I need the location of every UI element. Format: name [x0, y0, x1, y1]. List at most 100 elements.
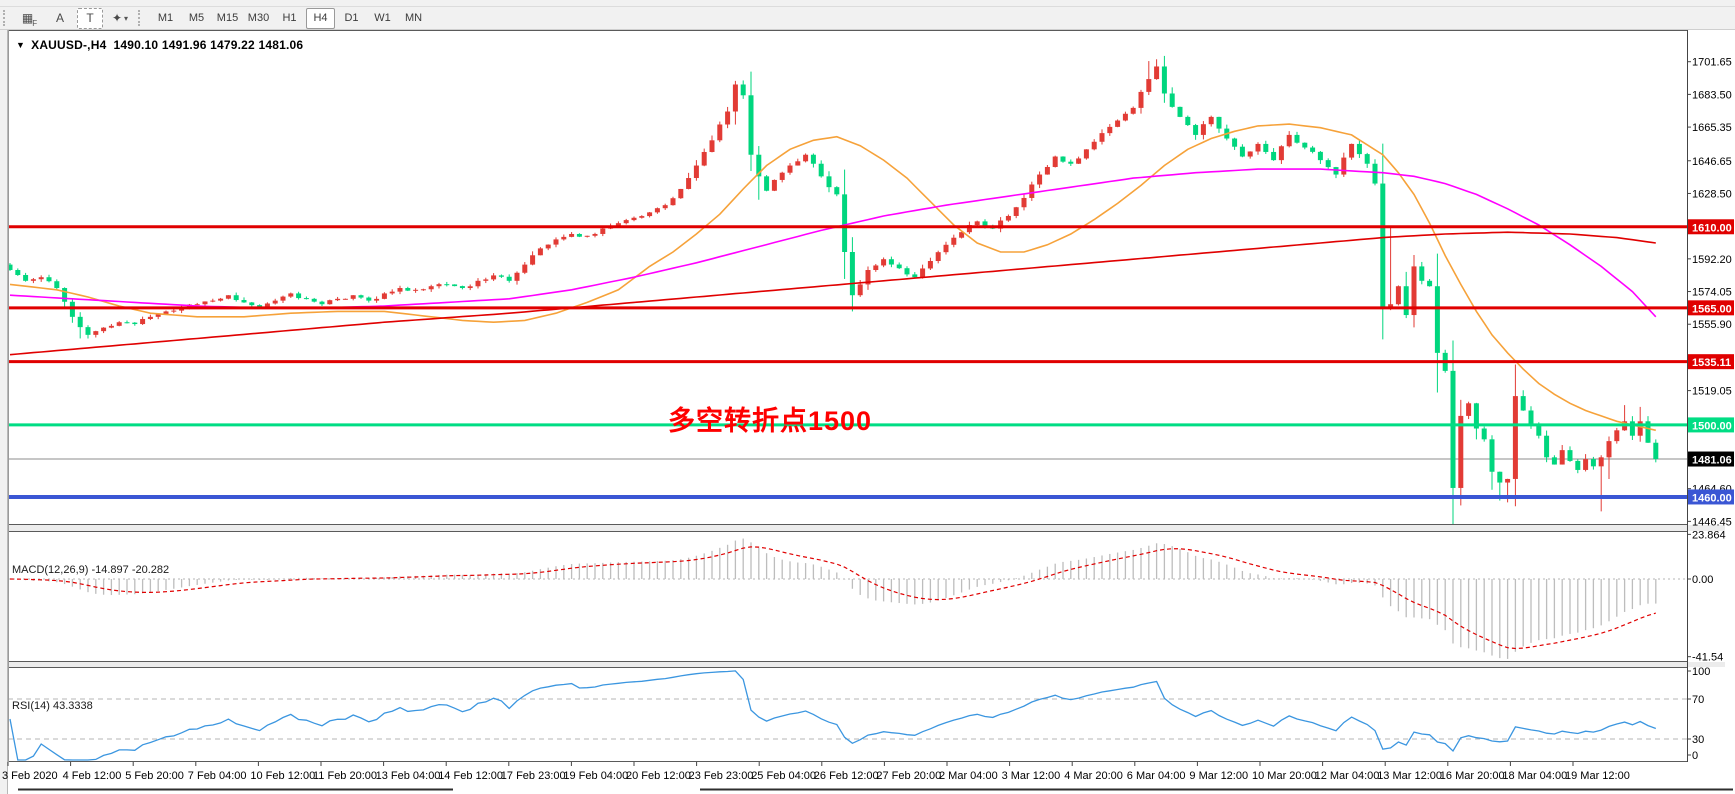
ma-fast-orange[interactable] — [9, 123, 1656, 432]
shapes-tool-icon: ✦ — [111, 11, 123, 25]
window-top-strip — [0, 0, 1735, 7]
dropdown-caret-icon: ▾ — [124, 13, 129, 23]
timeframe-button-d1[interactable]: D1 — [344, 12, 359, 24]
price-tick-label: 1683.50 — [1692, 89, 1732, 101]
ma-mid-magenta[interactable] — [9, 168, 1657, 318]
macd-panel — [8, 538, 1687, 659]
price-tick-label: 1701.65 — [1692, 57, 1732, 69]
chart-svg: 1701.65 1683.50 1665.35 1646.65 1628.50 1592.… — [0, 30, 1734, 794]
text-label-tool-icon: A — [55, 11, 64, 25]
time-tick-label: 16 Mar 20:00 — [1440, 770, 1505, 782]
timeframe-button-h4[interactable]: H4 — [306, 7, 335, 29]
ma-slow-red[interactable] — [9, 231, 1656, 356]
macd-axis-label: -41.54 — [1692, 652, 1723, 664]
time-tick-label: 5 Feb 20:00 — [125, 770, 184, 782]
time-tick-label: 25 Feb 04:00 — [751, 770, 816, 782]
time-tick-label: 12 Mar 04:00 — [1315, 770, 1380, 782]
macd-axis-label: 0.00 — [1692, 574, 1713, 586]
macd-signal-line — [9, 546, 1656, 650]
rsi-axis-label: 0 — [1692, 750, 1698, 762]
timeframe-buttons-group: M1 M5 M15 M30 H1 H4 D1 W1 MN — [150, 7, 429, 29]
price-axis[interactable]: 1701.65 1683.50 1665.35 1646.65 1628.50 1592.… — [1687, 57, 1734, 762]
price-tick-label: 1592.20 — [1692, 254, 1732, 266]
time-tick-label: 19 Mar 12:00 — [1565, 770, 1630, 782]
rsi-indicator-label: RSI(14) 43.3338 — [12, 700, 93, 712]
price-line-label — [1688, 354, 1734, 370]
panel-splitter[interactable] — [8, 525, 1725, 531]
time-tick-label: 18 Mar 04:00 — [1502, 770, 1567, 782]
rsi-axis-label: 70 — [1692, 694, 1704, 706]
rsi-axis-label: 100 — [1692, 666, 1710, 678]
price-tick-label: 1665.35 — [1692, 122, 1732, 134]
timeframe-button-w1[interactable]: W1 — [374, 12, 391, 24]
time-tick-label: 14 Feb 12:00 — [438, 770, 503, 782]
time-tick-label: 4 Mar 20:00 — [1064, 770, 1123, 782]
time-tick-label: 11 Feb 20:00 — [313, 770, 377, 782]
price-tick-label: 1555.90 — [1692, 319, 1732, 331]
time-tick-label: 3 Mar 12:00 — [1002, 770, 1061, 782]
time-tick-label: 4 Feb 12:00 — [63, 770, 122, 782]
time-tick-label: 27 Feb 20:00 — [876, 770, 941, 782]
drawing-tools-group: ▦F A T ✦ ▾ — [15, 7, 135, 29]
shapes-tool[interactable]: ✦ ▾ — [107, 8, 133, 29]
price-line-label — [1688, 300, 1734, 316]
price-line-label-text: 1565.00 — [1692, 303, 1732, 315]
time-tick-label: 19 Feb 04:00 — [563, 770, 628, 782]
price-line-label-text: 1610.00 — [1692, 222, 1732, 234]
chart-title: ▼ XAUUSD-,H4 1490.10 1491.96 1479.22 1481… — [16, 38, 303, 52]
chart-symbol-and-ohlc: XAUUSD-,H4 1490.10 1491.96 1479.22 1481.… — [31, 38, 304, 52]
panel-splitter[interactable] — [8, 662, 1725, 667]
time-tick-label: 26 Feb 12:00 — [814, 770, 879, 782]
price-tick-label: 1574.05 — [1692, 287, 1732, 299]
timeframe-button-mn[interactable]: MN — [404, 12, 423, 24]
price-tick-label: 1646.65 — [1692, 156, 1732, 168]
macd-axis-label: 23.864 — [1692, 529, 1726, 541]
price-line-label-text: 1460.00 — [1692, 492, 1732, 504]
time-tick-label: 10 Feb 12:00 — [250, 770, 315, 782]
text-box-tool-icon: T — [86, 11, 94, 25]
pattern-tool[interactable]: ▦F — [17, 8, 43, 29]
price-tick-label: 1628.50 — [1692, 188, 1732, 200]
macd-indicator-label: MACD(12,26,9) -14.897 -20.282 — [12, 564, 170, 576]
text-box-tool[interactable]: T — [77, 7, 103, 29]
price-line-label — [1688, 417, 1734, 433]
price-line-label-text: 1481.06 — [1692, 455, 1732, 467]
time-tick-label: 20 Feb 12:00 — [626, 770, 691, 782]
time-tick-label: 23 Feb 23:00 — [689, 770, 754, 782]
time-axis[interactable]: 3 Feb 2020 4 Feb 12:00 5 Feb 20:00 7 Feb 04… — [2, 762, 1630, 782]
timeframe-button-m5[interactable]: M5 — [188, 12, 205, 24]
text-label-tool[interactable]: A — [47, 8, 73, 29]
chart-dropdown-icon[interactable]: ▼ — [16, 40, 26, 50]
timeframe-button-m15[interactable]: M15 — [216, 12, 239, 24]
time-tick-label: 13 Feb 04:00 — [376, 770, 441, 782]
timeframe-button-m30[interactable]: M30 — [247, 12, 270, 24]
time-tick-label: 13 Mar 12:00 — [1377, 770, 1442, 782]
time-tick-label: 10 Mar 20:00 — [1252, 770, 1317, 782]
rsi-panel — [8, 670, 1687, 761]
timeframe-button-m1[interactable]: M1 — [157, 12, 174, 24]
time-tick-label: 3 Feb 2020 — [2, 770, 58, 782]
rsi-line — [9, 670, 1657, 761]
price-line-label — [1688, 451, 1734, 467]
chart-annotation-text: 多空转折点1500 — [668, 406, 873, 436]
rsi-axis-label: 30 — [1692, 734, 1704, 746]
price-line-label — [1688, 489, 1734, 505]
timeframe-button-h1[interactable]: H1 — [282, 12, 297, 24]
toolbar-grip[interactable] — [138, 10, 147, 26]
time-tick-label: 6 Mar 04:00 — [1127, 770, 1186, 782]
toolbar: ▦F A T ✦ ▾ M1 M5 M15 M30 H1 H4 D1 W1 MN — [0, 7, 1735, 30]
price-line-label-text: 1535.11 — [1692, 357, 1731, 369]
time-tick-label: 17 Feb 23:00 — [501, 770, 566, 782]
chart-canvas[interactable]: 1701.65 1683.50 1665.35 1646.65 1628.50 1592.… — [0, 30, 1735, 794]
price-tick-label: 1446.45 — [1692, 516, 1732, 528]
main-price-panel — [8, 55, 1687, 525]
price-line-label — [1688, 219, 1734, 235]
time-tick-label: 2 Mar 04:00 — [939, 770, 998, 782]
time-tick-label: 9 Mar 12:00 — [1189, 770, 1248, 782]
price-tick-label: 1519.05 — [1692, 386, 1732, 398]
time-tick-label: 7 Feb 04:00 — [188, 770, 247, 782]
candles-layer — [8, 55, 1659, 525]
toolbar-grip[interactable] — [3, 10, 12, 26]
price-line-label-text: 1500.00 — [1692, 420, 1732, 432]
